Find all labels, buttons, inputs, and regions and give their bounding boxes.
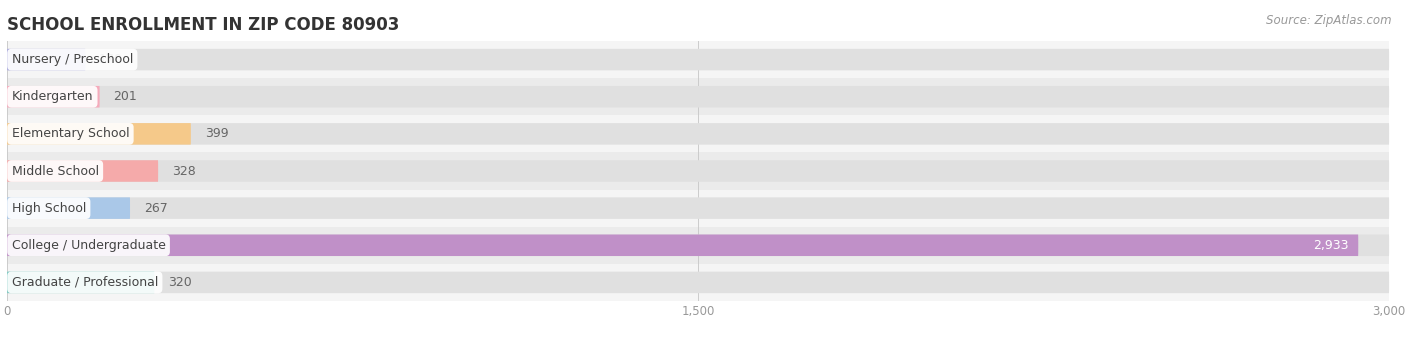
Text: 267: 267 bbox=[143, 202, 167, 215]
Text: Kindergarten: Kindergarten bbox=[11, 90, 93, 103]
Text: Nursery / Preschool: Nursery / Preschool bbox=[11, 53, 134, 66]
FancyBboxPatch shape bbox=[7, 197, 1389, 219]
Text: Source: ZipAtlas.com: Source: ZipAtlas.com bbox=[1267, 14, 1392, 27]
FancyBboxPatch shape bbox=[0, 78, 1406, 115]
FancyBboxPatch shape bbox=[0, 41, 1406, 78]
Text: Elementary School: Elementary School bbox=[11, 127, 129, 140]
FancyBboxPatch shape bbox=[7, 86, 1389, 107]
Text: College / Undergraduate: College / Undergraduate bbox=[11, 239, 166, 252]
FancyBboxPatch shape bbox=[7, 160, 1389, 182]
FancyBboxPatch shape bbox=[0, 189, 1406, 227]
FancyBboxPatch shape bbox=[7, 235, 1389, 256]
Text: 201: 201 bbox=[114, 90, 138, 103]
FancyBboxPatch shape bbox=[7, 160, 157, 182]
FancyBboxPatch shape bbox=[7, 123, 1389, 145]
FancyBboxPatch shape bbox=[0, 153, 1406, 189]
FancyBboxPatch shape bbox=[0, 115, 1406, 153]
FancyBboxPatch shape bbox=[7, 272, 1389, 293]
FancyBboxPatch shape bbox=[0, 227, 1406, 264]
Text: 399: 399 bbox=[205, 127, 228, 140]
Text: High School: High School bbox=[11, 202, 86, 215]
Text: Graduate / Professional: Graduate / Professional bbox=[11, 276, 157, 289]
FancyBboxPatch shape bbox=[7, 49, 1389, 70]
FancyBboxPatch shape bbox=[7, 235, 1358, 256]
Text: 2,933: 2,933 bbox=[1313, 239, 1348, 252]
FancyBboxPatch shape bbox=[7, 49, 86, 70]
Text: 170: 170 bbox=[100, 53, 124, 66]
FancyBboxPatch shape bbox=[7, 197, 129, 219]
FancyBboxPatch shape bbox=[7, 272, 155, 293]
Text: 320: 320 bbox=[169, 276, 193, 289]
FancyBboxPatch shape bbox=[7, 86, 100, 107]
Text: 328: 328 bbox=[172, 165, 195, 177]
FancyBboxPatch shape bbox=[7, 123, 191, 145]
Text: Middle School: Middle School bbox=[11, 165, 98, 177]
Text: SCHOOL ENROLLMENT IN ZIP CODE 80903: SCHOOL ENROLLMENT IN ZIP CODE 80903 bbox=[7, 16, 399, 34]
FancyBboxPatch shape bbox=[0, 264, 1406, 301]
